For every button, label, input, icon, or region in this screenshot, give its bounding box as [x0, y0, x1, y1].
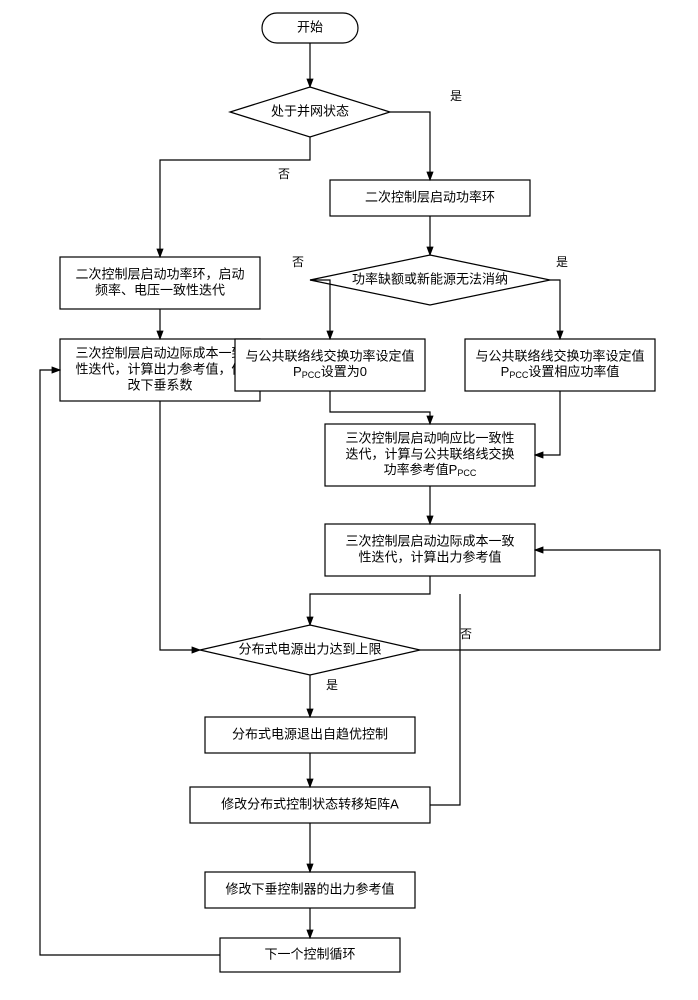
p_matrix: 修改分布式控制状态转移矩阵A: [190, 787, 430, 823]
p_left_2-text-0: 二次控制层启动功率环，启动: [75, 266, 244, 281]
p_exit: 分布式电源退出自趋优控制: [205, 717, 415, 753]
p_resp: 三次控制层启动响应比一致性迭代，计算与公共联络线交换功率参考值PPCC: [325, 424, 535, 486]
p_pcc0: 与公共联络线交换功率设定值PPCC设置为0: [235, 339, 425, 391]
start: 开始: [262, 13, 358, 43]
start-text: 开始: [297, 19, 323, 34]
p_matrix-text: 修改分布式控制状态转移矩阵A: [221, 796, 399, 811]
edge: [160, 137, 310, 257]
edge: [430, 594, 460, 805]
edge: [310, 280, 330, 339]
p_right_1: 二次控制层启动功率环: [330, 180, 530, 216]
p_resp-text-0: 三次控制层启动响应比一致性: [345, 430, 514, 445]
p_droop-text: 修改下垂控制器的出力参考值: [225, 881, 394, 896]
d2: 功率缺额或新能源无法消纳: [310, 255, 550, 305]
edge: [535, 391, 560, 455]
edge: [310, 576, 430, 625]
p_left_2-text-1: 频率、电压一致性迭代: [95, 282, 225, 297]
p_resp-text-1: 迭代，计算与公共联络线交换: [345, 446, 514, 461]
p_marginal-text-0: 三次控制层启动边际成本一致: [345, 533, 514, 548]
d1: 处于并网状态: [230, 87, 390, 137]
p_next: 下一个控制循环: [220, 938, 400, 972]
d1-text: 处于并网状态: [271, 103, 349, 118]
edge: [40, 370, 220, 955]
svg-text:否: 否: [292, 255, 304, 269]
svg-text:否: 否: [278, 167, 290, 181]
p_pccv: 与公共联络线交换功率设定值PPCC设置相应功率值: [465, 339, 655, 391]
p_pccv-text-0: 与公共联络线交换功率设定值: [475, 348, 644, 363]
p_left_2: 二次控制层启动功率环，启动频率、电压一致性迭代: [60, 257, 260, 309]
d3: 分布式电源出力达到上限: [200, 625, 420, 675]
p_marginal: 三次控制层启动边际成本一致性迭代，计算出力参考值: [325, 524, 535, 576]
edge: [550, 280, 560, 339]
d2-text: 功率缺额或新能源无法消纳: [352, 271, 508, 286]
p_left_3-text-0: 三次控制层启动边际成本一致: [75, 345, 244, 360]
p_pcc0-text-0: 与公共联络线交换功率设定值: [245, 348, 414, 363]
edge: [330, 391, 430, 424]
edge: [390, 112, 430, 180]
p_exit-text: 分布式电源退出自趋优控制: [232, 726, 388, 741]
p_left_3-text-2: 改下垂系数: [127, 377, 192, 392]
edge: [160, 401, 200, 650]
svg-text:是: 是: [450, 89, 462, 103]
p_left_3: 三次控制层启动边际成本一致性迭代，计算出力参考值，修改下垂系数: [60, 339, 260, 401]
svg-text:是: 是: [326, 678, 338, 692]
p_left_3-text-1: 性迭代，计算出力参考值，修: [75, 361, 244, 376]
p_right_1-text: 二次控制层启动功率环: [365, 189, 495, 204]
svg-text:否: 否: [460, 627, 472, 641]
svg-text:是: 是: [556, 255, 568, 269]
p_droop: 修改下垂控制器的出力参考值: [205, 872, 415, 908]
p_marginal-text-1: 性迭代，计算出力参考值: [358, 549, 501, 564]
p_next-text: 下一个控制循环: [264, 946, 355, 961]
d3-text: 分布式电源出力达到上限: [238, 641, 381, 656]
